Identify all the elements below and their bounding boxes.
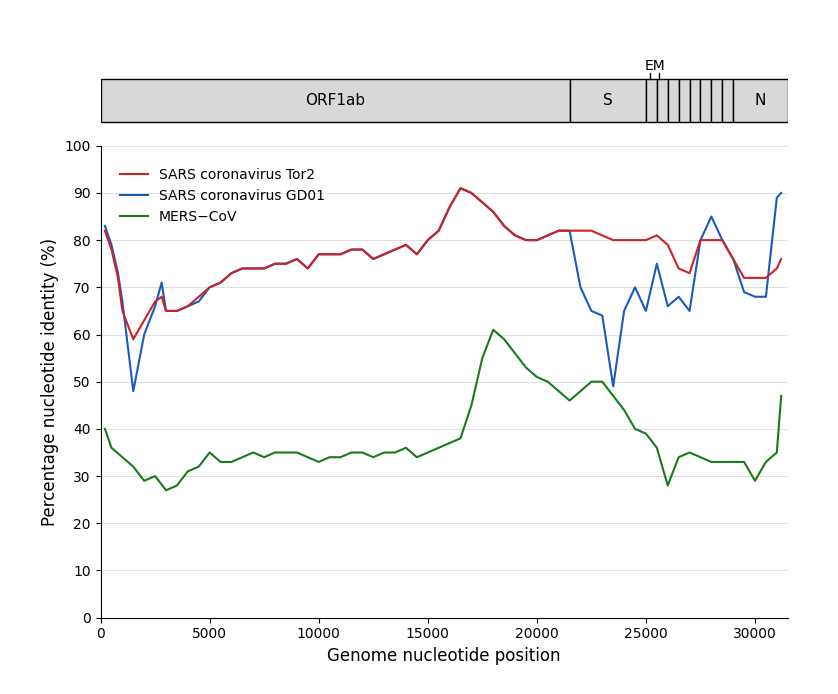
Bar <box>657 79 668 122</box>
X-axis label: Genome nucleotide position: Genome nucleotide position <box>328 647 561 665</box>
Bar <box>690 79 701 122</box>
Bar <box>570 79 646 122</box>
Bar <box>646 79 657 122</box>
Text: S: S <box>603 93 613 108</box>
Legend: SARS coronavirus Tor2, SARS coronavirus GD01, MERS−CoV: SARS coronavirus Tor2, SARS coronavirus … <box>114 162 330 229</box>
Bar <box>668 79 679 122</box>
Y-axis label: Percentage nucleotide identity (%): Percentage nucleotide identity (%) <box>41 237 59 526</box>
Bar <box>679 79 690 122</box>
Text: N: N <box>755 93 766 108</box>
Bar <box>701 79 711 122</box>
Bar <box>711 79 722 122</box>
Text: EM: EM <box>644 58 665 73</box>
Bar <box>733 79 788 122</box>
Bar <box>101 79 570 122</box>
Text: ORF1ab: ORF1ab <box>305 93 365 108</box>
Bar <box>722 79 733 122</box>
